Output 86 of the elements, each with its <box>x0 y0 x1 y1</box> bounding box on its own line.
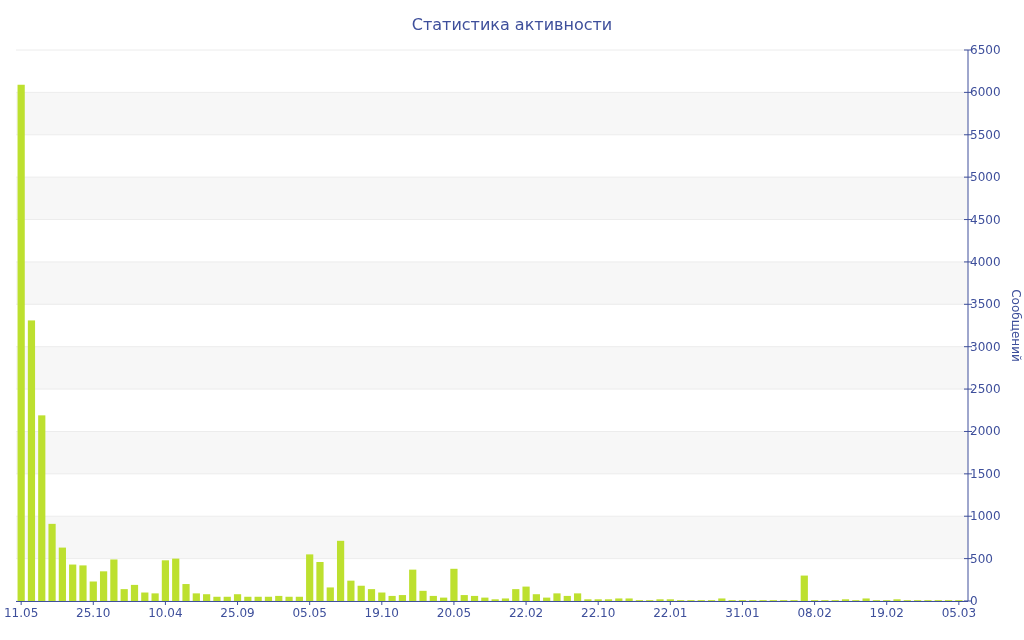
x-tick-label: 19.02 <box>869 606 904 620</box>
bar <box>501 598 510 601</box>
bar <box>48 523 56 601</box>
bar <box>192 593 200 601</box>
y-tick-label: 4000 <box>970 254 1001 269</box>
y-tick-label: 1500 <box>970 466 1001 481</box>
y-tick-label: 6000 <box>970 85 1001 100</box>
bar <box>367 589 376 601</box>
bar <box>203 594 211 601</box>
bar <box>419 590 427 601</box>
bar <box>17 84 25 601</box>
bar <box>378 592 386 601</box>
x-tick-label: 22.10 <box>581 606 616 620</box>
bar <box>161 560 170 601</box>
bar <box>99 571 108 601</box>
y-tick-label: 5500 <box>970 127 1001 142</box>
x-tick-label: 08.02 <box>797 606 832 620</box>
bar <box>172 558 180 601</box>
x-tick-label: 05.05 <box>292 606 327 620</box>
bar <box>553 593 561 601</box>
x-tick-label: 22.01 <box>653 606 688 620</box>
bar <box>460 595 468 601</box>
bar <box>625 598 633 601</box>
bar <box>862 598 870 601</box>
bar <box>800 575 808 601</box>
bar <box>120 589 128 601</box>
bar <box>306 554 314 601</box>
bar <box>336 540 345 601</box>
x-tick-label: 10.04 <box>148 606 183 620</box>
bar <box>615 598 623 601</box>
y-tick-label: 2500 <box>970 382 1001 397</box>
bar <box>182 584 190 601</box>
x-tick-label: 19.10 <box>364 606 399 620</box>
chart-title: Статистика активности <box>411 15 613 34</box>
bar <box>316 562 324 601</box>
bar <box>38 415 46 601</box>
y-tick-label: 3500 <box>970 297 1001 312</box>
bar <box>130 584 139 601</box>
bar <box>58 547 66 601</box>
bar <box>141 592 149 601</box>
bar <box>357 585 365 601</box>
bar <box>223 596 231 601</box>
y-tick-label: 2000 <box>970 424 1001 439</box>
y-tick-label: 3000 <box>970 339 1001 354</box>
bar <box>110 559 118 601</box>
x-tick-label: 05.03 <box>941 606 977 620</box>
bar <box>388 595 396 601</box>
bar <box>213 596 221 601</box>
y-tick-label: 0 <box>970 594 978 608</box>
bar <box>450 568 458 601</box>
bar <box>275 595 283 601</box>
bar <box>27 320 36 601</box>
x-tick-label: 25.10 <box>76 606 111 620</box>
bar <box>470 595 479 601</box>
bar <box>326 587 334 601</box>
y-tick-label: 4500 <box>970 212 1001 227</box>
bar <box>233 594 242 601</box>
y-tick-label: 6500 <box>970 43 1001 57</box>
y-tick-label: 1000 <box>970 509 1001 524</box>
bar <box>429 595 437 601</box>
bar <box>285 596 293 601</box>
x-tick-label: 25.09 <box>220 606 255 620</box>
x-tick-label: 31.01 <box>725 606 760 620</box>
bar <box>347 580 355 601</box>
bar <box>295 596 303 601</box>
bar <box>79 565 87 601</box>
bar <box>512 589 520 601</box>
bar <box>718 598 726 601</box>
bar <box>573 593 582 601</box>
bar <box>532 594 540 601</box>
bar <box>254 596 262 601</box>
x-tick-label: 11.05 <box>3 606 39 620</box>
bar <box>244 596 252 601</box>
bar <box>563 595 571 601</box>
bar <box>69 564 77 601</box>
y-tick-label: 500 <box>970 551 993 566</box>
bar <box>409 569 417 601</box>
bar <box>151 593 159 601</box>
bar <box>89 581 97 601</box>
x-tick-label: 22.02 <box>508 606 544 620</box>
bar <box>398 595 407 601</box>
y-tick-label: 5000 <box>970 170 1001 185</box>
x-tick-label: 20.05 <box>436 606 472 620</box>
y-axis-title: Сообщений <box>1009 289 1023 362</box>
bar <box>264 596 273 601</box>
bar <box>522 586 530 601</box>
